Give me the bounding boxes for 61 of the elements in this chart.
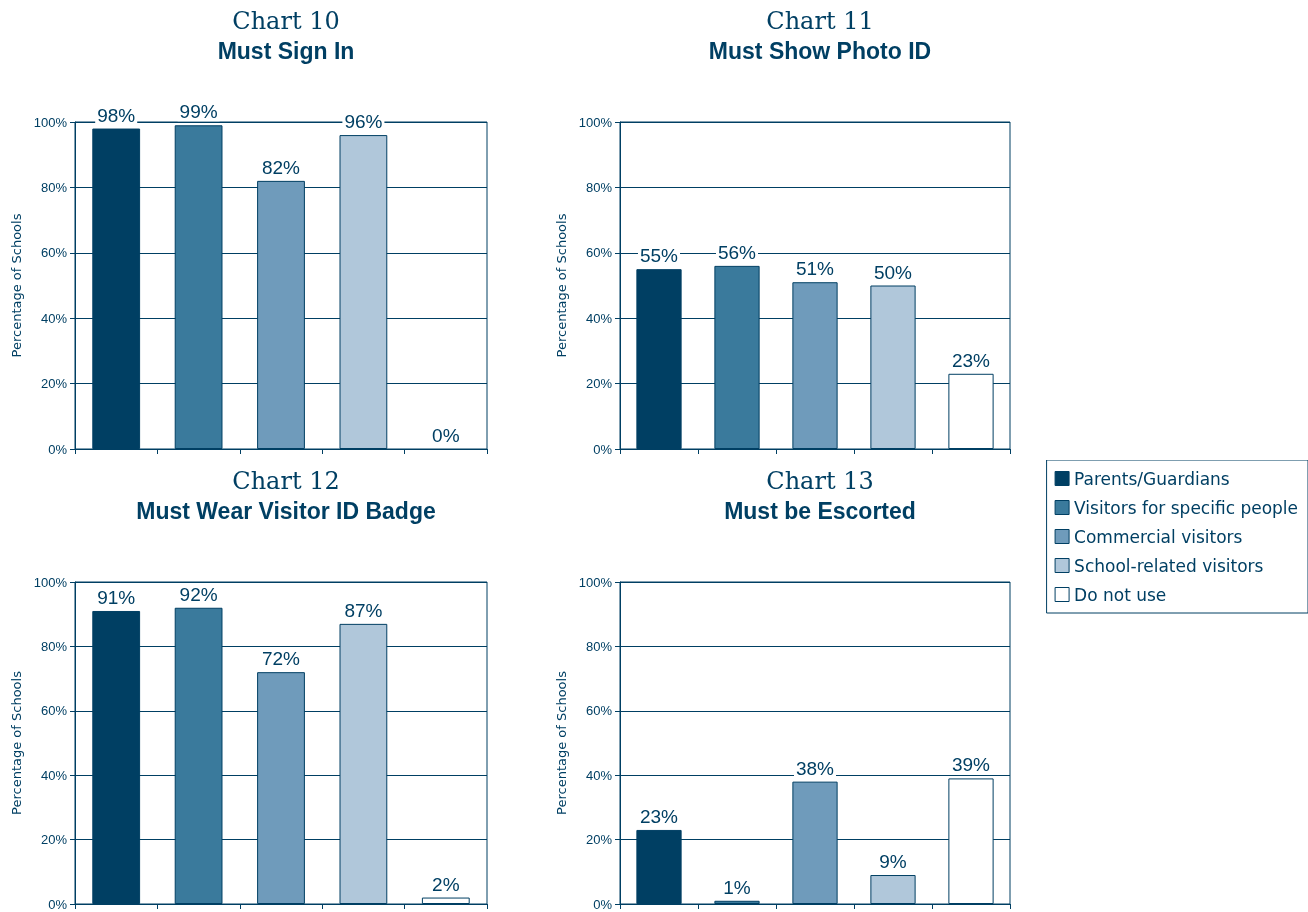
chart-title: Chart 13 [766, 467, 874, 495]
y-tick-label: 0% [48, 896, 68, 912]
y-tick-label: 60% [40, 245, 68, 261]
data-label: 55% [639, 245, 679, 267]
data-label: 87% [344, 599, 383, 621]
y-tick-label: 40% [40, 767, 68, 783]
data-label: 2% [432, 873, 460, 895]
chart-subtitle: Must Sign In [217, 37, 355, 64]
data-label: 92% [179, 583, 218, 605]
y-tick-label: 80% [585, 638, 613, 654]
legend-label: School-related visitors [1074, 555, 1264, 576]
data-label: 0% [432, 425, 460, 446]
y-axis-title: Percentage of Schools [553, 670, 569, 815]
y-tick-label: 0% [593, 441, 613, 457]
y-tick-label: 20% [585, 376, 613, 392]
y-tick-label: 60% [585, 703, 613, 719]
y-axis-title: Percentage of Schools [8, 213, 24, 358]
chart-title: Chart 11 [766, 7, 874, 35]
data-label: 99% [179, 101, 218, 123]
chart-subtitle: Must Show Photo ID [708, 37, 932, 64]
legend-label: Do not use [1074, 584, 1167, 605]
chart-subtitle: Must Wear Visitor ID Badge [136, 497, 436, 524]
y-tick-label: 40% [585, 310, 613, 326]
data-label: 1% [723, 876, 751, 898]
data-label: 98% [97, 104, 136, 126]
legend-label: Commercial visitors [1074, 526, 1243, 547]
y-tick-label: 0% [593, 896, 613, 912]
y-tick-label: 20% [40, 376, 68, 392]
data-label: 91% [97, 586, 136, 608]
data-label: 50% [873, 261, 913, 283]
legend-label: Visitors for specific people [1074, 497, 1299, 518]
y-tick-label: 0% [48, 441, 68, 457]
data-label: 82% [261, 156, 301, 178]
data-label: 38% [795, 757, 835, 779]
y-axis-title: Percentage of Schools [553, 213, 569, 358]
y-tick-label: 80% [585, 179, 613, 195]
data-label: 72% [261, 648, 301, 670]
chart-subtitle: Must be Escorted [724, 497, 916, 524]
data-label: 56% [717, 241, 757, 263]
y-tick-label: 100% [578, 114, 613, 130]
data-label: 23% [639, 805, 679, 827]
y-tick-label: 100% [578, 574, 613, 590]
data-label: 51% [795, 258, 835, 280]
y-tick-label: 60% [585, 245, 613, 261]
y-tick-label: 40% [585, 767, 613, 783]
legend-label: Parents/Guardians [1074, 468, 1230, 489]
data-label: 96% [344, 111, 383, 133]
y-tick-label: 100% [33, 574, 68, 590]
y-tick-label: 100% [33, 114, 68, 130]
y-tick-label: 20% [585, 832, 613, 848]
data-label: 9% [879, 851, 907, 873]
y-axis-title: Percentage of Schools [8, 670, 24, 815]
y-tick-label: 80% [40, 179, 68, 195]
y-tick-label: 60% [40, 703, 68, 719]
chart-title: Chart 10 [232, 7, 340, 35]
chart-title: Chart 12 [232, 467, 340, 495]
y-tick-label: 20% [40, 832, 68, 848]
y-tick-label: 40% [40, 310, 68, 326]
y-tick-label: 80% [40, 638, 68, 654]
data-label: 39% [951, 754, 991, 776]
data-label: 23% [951, 349, 991, 371]
